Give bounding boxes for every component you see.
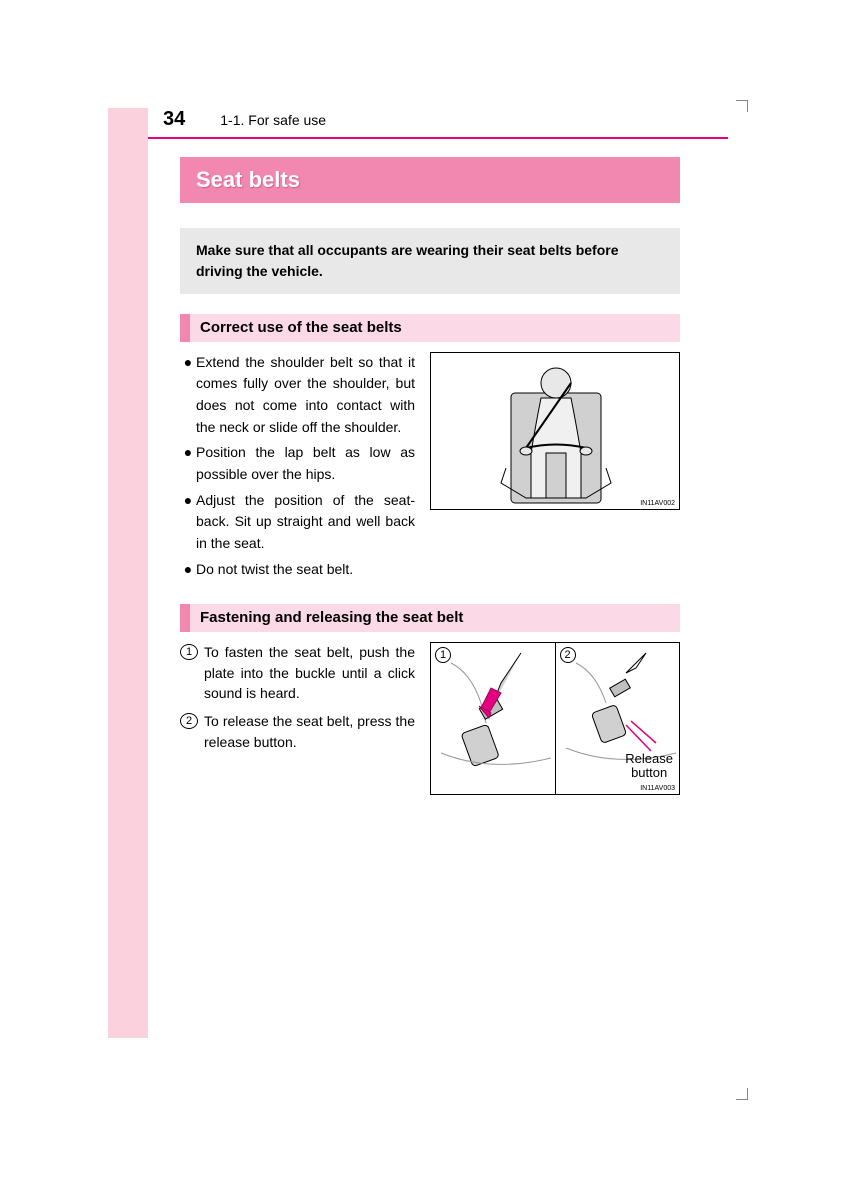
page-header: 34 1-1. For safe use — [148, 108, 728, 137]
bullet-icon: ● — [180, 442, 196, 464]
fasten-illustration — [431, 643, 554, 783]
step-number-icon: 2 — [180, 713, 198, 729]
step-number-icon: 1 — [180, 644, 198, 660]
page-content: 34 1-1. For safe use Seat belts Make sur… — [148, 108, 728, 795]
panel-number-icon: 2 — [560, 647, 576, 663]
bullet-icon: ● — [180, 352, 196, 374]
bullet-item: ● Extend the shoulder belt so that it co… — [180, 352, 415, 439]
numbered-item: 2 To release the seat belt, press the re… — [180, 711, 415, 752]
subsection-header-1: Correct use of the seat belts — [180, 314, 680, 342]
figure-id-1: IN11AV002 — [640, 500, 675, 507]
intro-text: Make sure that all occupants are wearing… — [196, 240, 664, 282]
numbered-item: 1 To fasten the seat belt, push the plat… — [180, 642, 415, 703]
bullet-icon: ● — [180, 490, 196, 512]
figure-release-panel: 2 Release button — [556, 643, 680, 794]
text-column-1: ● Extend the shoulder belt so that it co… — [180, 352, 415, 585]
page-number: 34 — [163, 108, 185, 131]
bullet-item: ● Position the lap belt as low as possib… — [180, 442, 415, 485]
title-banner: Seat belts — [180, 157, 680, 203]
release-label-line1: Release — [625, 752, 673, 766]
bullet-text: Do not twist the seat belt. — [196, 559, 415, 581]
figure-fasten-release: 1 2 — [430, 642, 680, 795]
header-rule — [148, 137, 728, 139]
release-label-line2: button — [625, 766, 673, 780]
intro-box: Make sure that all occupants are wearing… — [180, 228, 680, 294]
release-button-label: Release button — [625, 752, 673, 781]
text-column-2: 1 To fasten the seat belt, push the plat… — [180, 642, 415, 795]
crop-mark-bottom-right — [736, 1088, 748, 1100]
figure-id-2: IN11AV003 — [640, 785, 675, 792]
bullet-text: Adjust the position of the seat-back. Si… — [196, 490, 415, 555]
bullet-text: Position the lap belt as low as possible… — [196, 442, 415, 485]
content-block-2: 1 To fasten the seat belt, push the plat… — [180, 642, 680, 795]
figure-column-2: 1 2 — [430, 642, 680, 795]
bullet-text: Extend the shoulder belt so that it come… — [196, 352, 415, 439]
subsection-title-1: Correct use of the seat belts — [200, 319, 402, 336]
figure-fasten-panel: 1 — [431, 643, 556, 794]
bullet-item: ● Do not twist the seat belt. — [180, 559, 415, 581]
content-block-1: ● Extend the shoulder belt so that it co… — [180, 352, 680, 585]
seatbelt-posture-illustration — [431, 353, 679, 509]
bullet-icon: ● — [180, 559, 196, 581]
section-title: 1-1. For safe use — [220, 112, 326, 128]
crop-mark-top-right — [736, 100, 748, 112]
step-text: To fasten the seat belt, push the plate … — [204, 642, 415, 703]
figure-column-1: IN11AV002 — [430, 352, 680, 585]
pink-sidebar — [108, 108, 148, 1038]
step-text: To release the seat belt, press the rele… — [204, 711, 415, 752]
page-title: Seat belts — [196, 167, 300, 192]
figure-seatbelt-posture: IN11AV002 — [430, 352, 680, 510]
subsection-header-2: Fastening and releasing the seat belt — [180, 604, 680, 632]
subsection-title-2: Fastening and releasing the seat belt — [200, 609, 463, 626]
bullet-item: ● Adjust the position of the seat-back. … — [180, 490, 415, 555]
